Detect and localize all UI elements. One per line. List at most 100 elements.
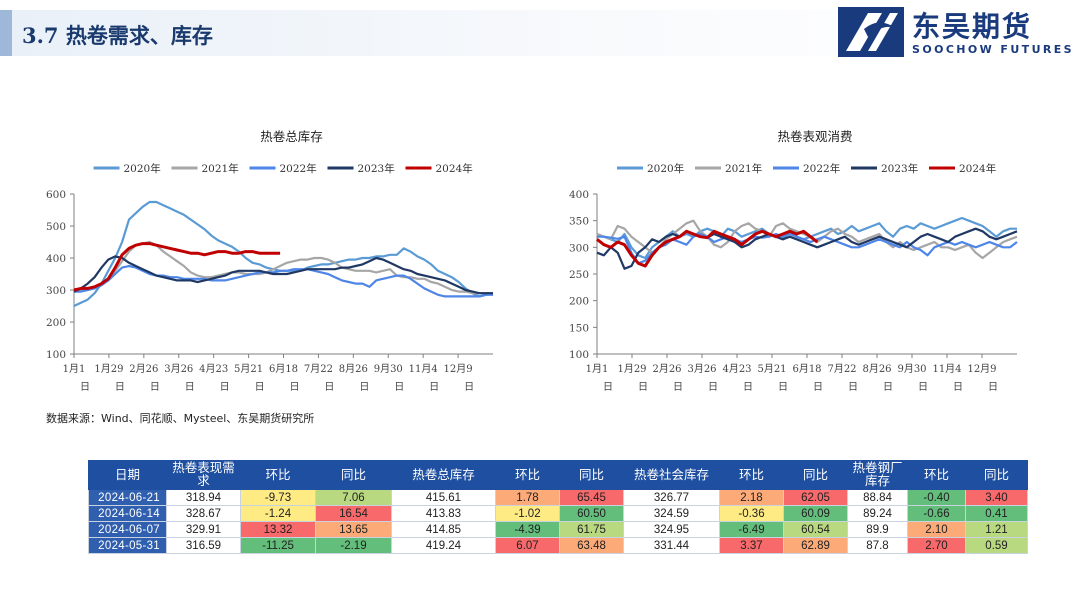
chart-title: 热卷表观消费 bbox=[777, 129, 852, 144]
table-cell: 1.78 bbox=[495, 489, 560, 506]
x-tick-label: 1月29 bbox=[617, 363, 646, 375]
x-tick-label-suffix: 日 bbox=[220, 382, 230, 393]
table-row: 2024-05-31 316.59 -11.25 -2.19 419.24 6.07 63.… bbox=[88, 537, 1028, 554]
table-header-cell: 热卷表现需求 bbox=[166, 460, 241, 490]
table-header-cell: 环比 bbox=[240, 460, 316, 490]
table-header-cell: 同比 bbox=[783, 460, 848, 490]
x-tick-label-suffix: 日 bbox=[80, 382, 90, 393]
x-tick-label: 3月26 bbox=[687, 363, 716, 375]
y-tick-label: 300 bbox=[46, 285, 66, 297]
table-cell: 413.83 bbox=[391, 505, 496, 522]
x-tick-label: 6月18 bbox=[792, 363, 821, 375]
x-tick-label-suffix: 日 bbox=[883, 382, 893, 393]
chart-hot-coil-apparent-consumption: 热卷表观消费 2020年 2021年 2022年 2023年 2024年 100 150 200… bbox=[569, 129, 1018, 393]
logo-text-en: SOOCHOW FUTURES bbox=[912, 43, 1075, 56]
table-cell: 3.37 bbox=[719, 537, 784, 554]
x-tick-label: 7月22 bbox=[827, 363, 856, 375]
x-tick-label-suffix: 日 bbox=[988, 382, 998, 393]
table-row: 2024-06-14 328.67 -1.24 16.54 413.83 -1.02 60.… bbox=[88, 505, 1028, 522]
y-tick-label: 100 bbox=[569, 349, 589, 361]
logo-text-cn: 东吴期货 bbox=[912, 10, 1033, 43]
x-tick-label: 12月9 bbox=[444, 363, 473, 375]
x-tick-label-suffix: 日 bbox=[638, 382, 648, 393]
y-tick-label: 150 bbox=[569, 322, 589, 334]
x-tick-label-suffix: 日 bbox=[359, 382, 369, 393]
y-tick-label: 100 bbox=[46, 349, 66, 361]
table-cell: 62.89 bbox=[783, 537, 848, 554]
table-row: 2024-06-07 329.91 13.32 13.65 414.85 -4.39 61.… bbox=[88, 521, 1028, 538]
table-cell-date: 2024-06-07 bbox=[88, 521, 167, 538]
table-header-cell: 环比 bbox=[907, 460, 966, 490]
legend-label: 2020年 bbox=[124, 162, 161, 175]
x-tick-label-suffix: 日 bbox=[464, 382, 474, 393]
x-tick-label-suffix: 日 bbox=[848, 382, 858, 393]
table-cell-date: 2024-05-31 bbox=[88, 537, 167, 554]
header-bar bbox=[0, 10, 990, 56]
legend-label: 2022年 bbox=[280, 162, 317, 175]
series-line-2024年 bbox=[596, 229, 819, 268]
table-cell: 331.44 bbox=[623, 537, 720, 554]
table-cell: -0.66 bbox=[907, 505, 966, 522]
x-tick-label: 4月23 bbox=[199, 363, 228, 375]
table-cell: 13.32 bbox=[240, 521, 316, 538]
table-cell: 1.21 bbox=[965, 521, 1028, 538]
x-tick-label-suffix: 日 bbox=[255, 382, 265, 393]
x-tick-label: 1月1 bbox=[586, 363, 609, 375]
x-tick-label: 8月26 bbox=[339, 363, 368, 375]
legend-label: 2024年 bbox=[959, 162, 996, 175]
table-cell: 89.9 bbox=[847, 521, 908, 538]
table-cell: 2.10 bbox=[907, 521, 966, 538]
series-line-2021年 bbox=[596, 219, 1018, 260]
table-cell: 329.91 bbox=[166, 521, 241, 538]
series-line-2022年 bbox=[74, 264, 493, 298]
table-header-cell: 热卷社会库存 bbox=[623, 460, 720, 490]
y-tick-label: 350 bbox=[569, 216, 589, 228]
table-cell: 326.77 bbox=[623, 489, 720, 506]
header-accent bbox=[0, 10, 12, 56]
series-line-2023年 bbox=[596, 227, 1018, 270]
chart-title: 热卷总库存 bbox=[260, 129, 323, 144]
y-tick-label: 300 bbox=[569, 242, 589, 254]
table-cell: 2.18 bbox=[719, 489, 784, 506]
table-cell: 3.40 bbox=[965, 489, 1028, 506]
x-tick-label: 2月26 bbox=[652, 363, 681, 375]
table-header-cell: 热卷总库存 bbox=[391, 460, 496, 490]
series-line-2024年 bbox=[73, 242, 281, 292]
table-cell: 0.41 bbox=[965, 505, 1028, 522]
x-tick-label: 1月29 bbox=[94, 363, 123, 375]
x-tick-label: 7月22 bbox=[304, 363, 333, 375]
legend-label: 2023年 bbox=[358, 162, 395, 175]
x-tick-label-suffix: 日 bbox=[394, 382, 404, 393]
x-tick-label: 11月4 bbox=[409, 363, 438, 375]
table-cell-date: 2024-06-21 bbox=[88, 489, 167, 506]
x-tick-label: 11月4 bbox=[932, 363, 961, 375]
x-tick-label: 6月18 bbox=[269, 363, 298, 375]
table-cell: 65.45 bbox=[559, 489, 624, 506]
company-logo: 东吴期货 SOOCHOW FUTURES bbox=[834, 4, 1074, 60]
x-tick-label: 5月21 bbox=[234, 363, 263, 375]
table-cell: 414.85 bbox=[391, 521, 496, 538]
table-cell: 16.54 bbox=[315, 505, 392, 522]
soochow-logo-icon bbox=[838, 7, 904, 57]
table-cell: -0.40 bbox=[907, 489, 966, 506]
table-cell: 60.54 bbox=[783, 521, 848, 538]
table-cell: 62.05 bbox=[783, 489, 848, 506]
table-cell: 328.67 bbox=[166, 505, 241, 522]
x-tick-label: 4月23 bbox=[722, 363, 751, 375]
series-line-2023年 bbox=[73, 255, 493, 295]
x-tick-label: 5月21 bbox=[757, 363, 786, 375]
y-tick-label: 500 bbox=[46, 221, 66, 233]
table-cell: 13.65 bbox=[315, 521, 392, 538]
table-cell: -1.02 bbox=[495, 505, 560, 522]
table-cell: -11.25 bbox=[240, 537, 316, 554]
table-cell: -0.36 bbox=[719, 505, 784, 522]
x-tick-label-suffix: 日 bbox=[324, 382, 334, 393]
y-tick-label: 200 bbox=[46, 317, 66, 329]
table-cell: 316.59 bbox=[166, 537, 241, 554]
x-tick-label-suffix: 日 bbox=[708, 382, 718, 393]
x-tick-label: 2月26 bbox=[129, 363, 158, 375]
table-cell: 60.50 bbox=[559, 505, 624, 522]
table-row: 2024-06-21 318.94 -9.73 7.06 415.61 1.78 65.45… bbox=[88, 489, 1028, 506]
x-tick-label: 9月30 bbox=[897, 363, 926, 375]
x-tick-label-suffix: 日 bbox=[953, 382, 963, 393]
